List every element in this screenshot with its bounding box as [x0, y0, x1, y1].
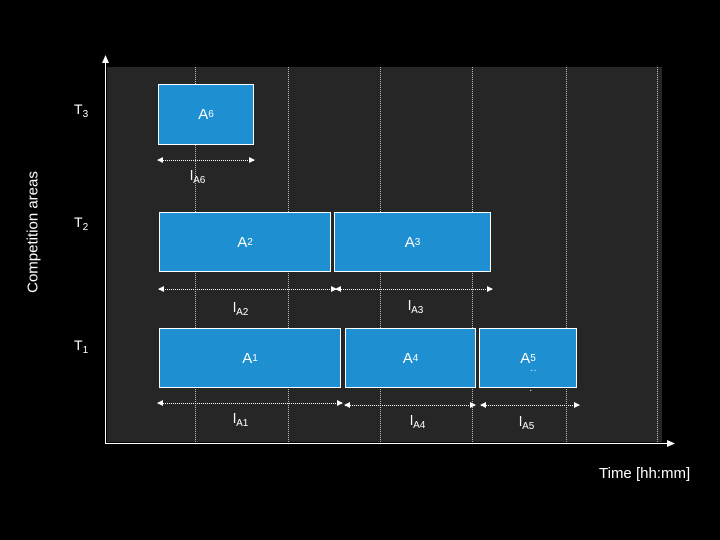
- dots-marker: ·: [529, 385, 533, 396]
- x-axis-label: Time [hh:mm]: [599, 465, 691, 482]
- x-axis-arrowhead: [667, 440, 675, 447]
- interval-arrow-a2: [158, 286, 337, 292]
- gridline: [566, 67, 567, 442]
- dots-marker: ··: [530, 365, 537, 376]
- interval-label-a2: lA2: [233, 299, 249, 318]
- y-axis-label: Competition areas: [24, 171, 42, 293]
- interval-arrow-a3: [335, 286, 493, 292]
- interval-label-a4: lA4: [410, 412, 426, 431]
- interval-label-a6: lA6: [190, 167, 206, 186]
- track-label-t3: T3: [74, 101, 89, 120]
- interval-arrow-a6: [157, 157, 255, 163]
- y-axis-arrowhead: [102, 55, 109, 63]
- track-label-t2: T2: [74, 214, 89, 233]
- interval-arrow-a5: [480, 402, 580, 408]
- track-label-t1: T1: [74, 337, 89, 356]
- interval-label-a5: lA5: [519, 413, 535, 432]
- interval-arrow-a4: [344, 402, 476, 408]
- interval-label-a1: lA1: [233, 410, 249, 429]
- interval-label-a3: lA3: [408, 297, 424, 316]
- interval-arrow-a1: [157, 400, 343, 406]
- gridline: [657, 67, 658, 442]
